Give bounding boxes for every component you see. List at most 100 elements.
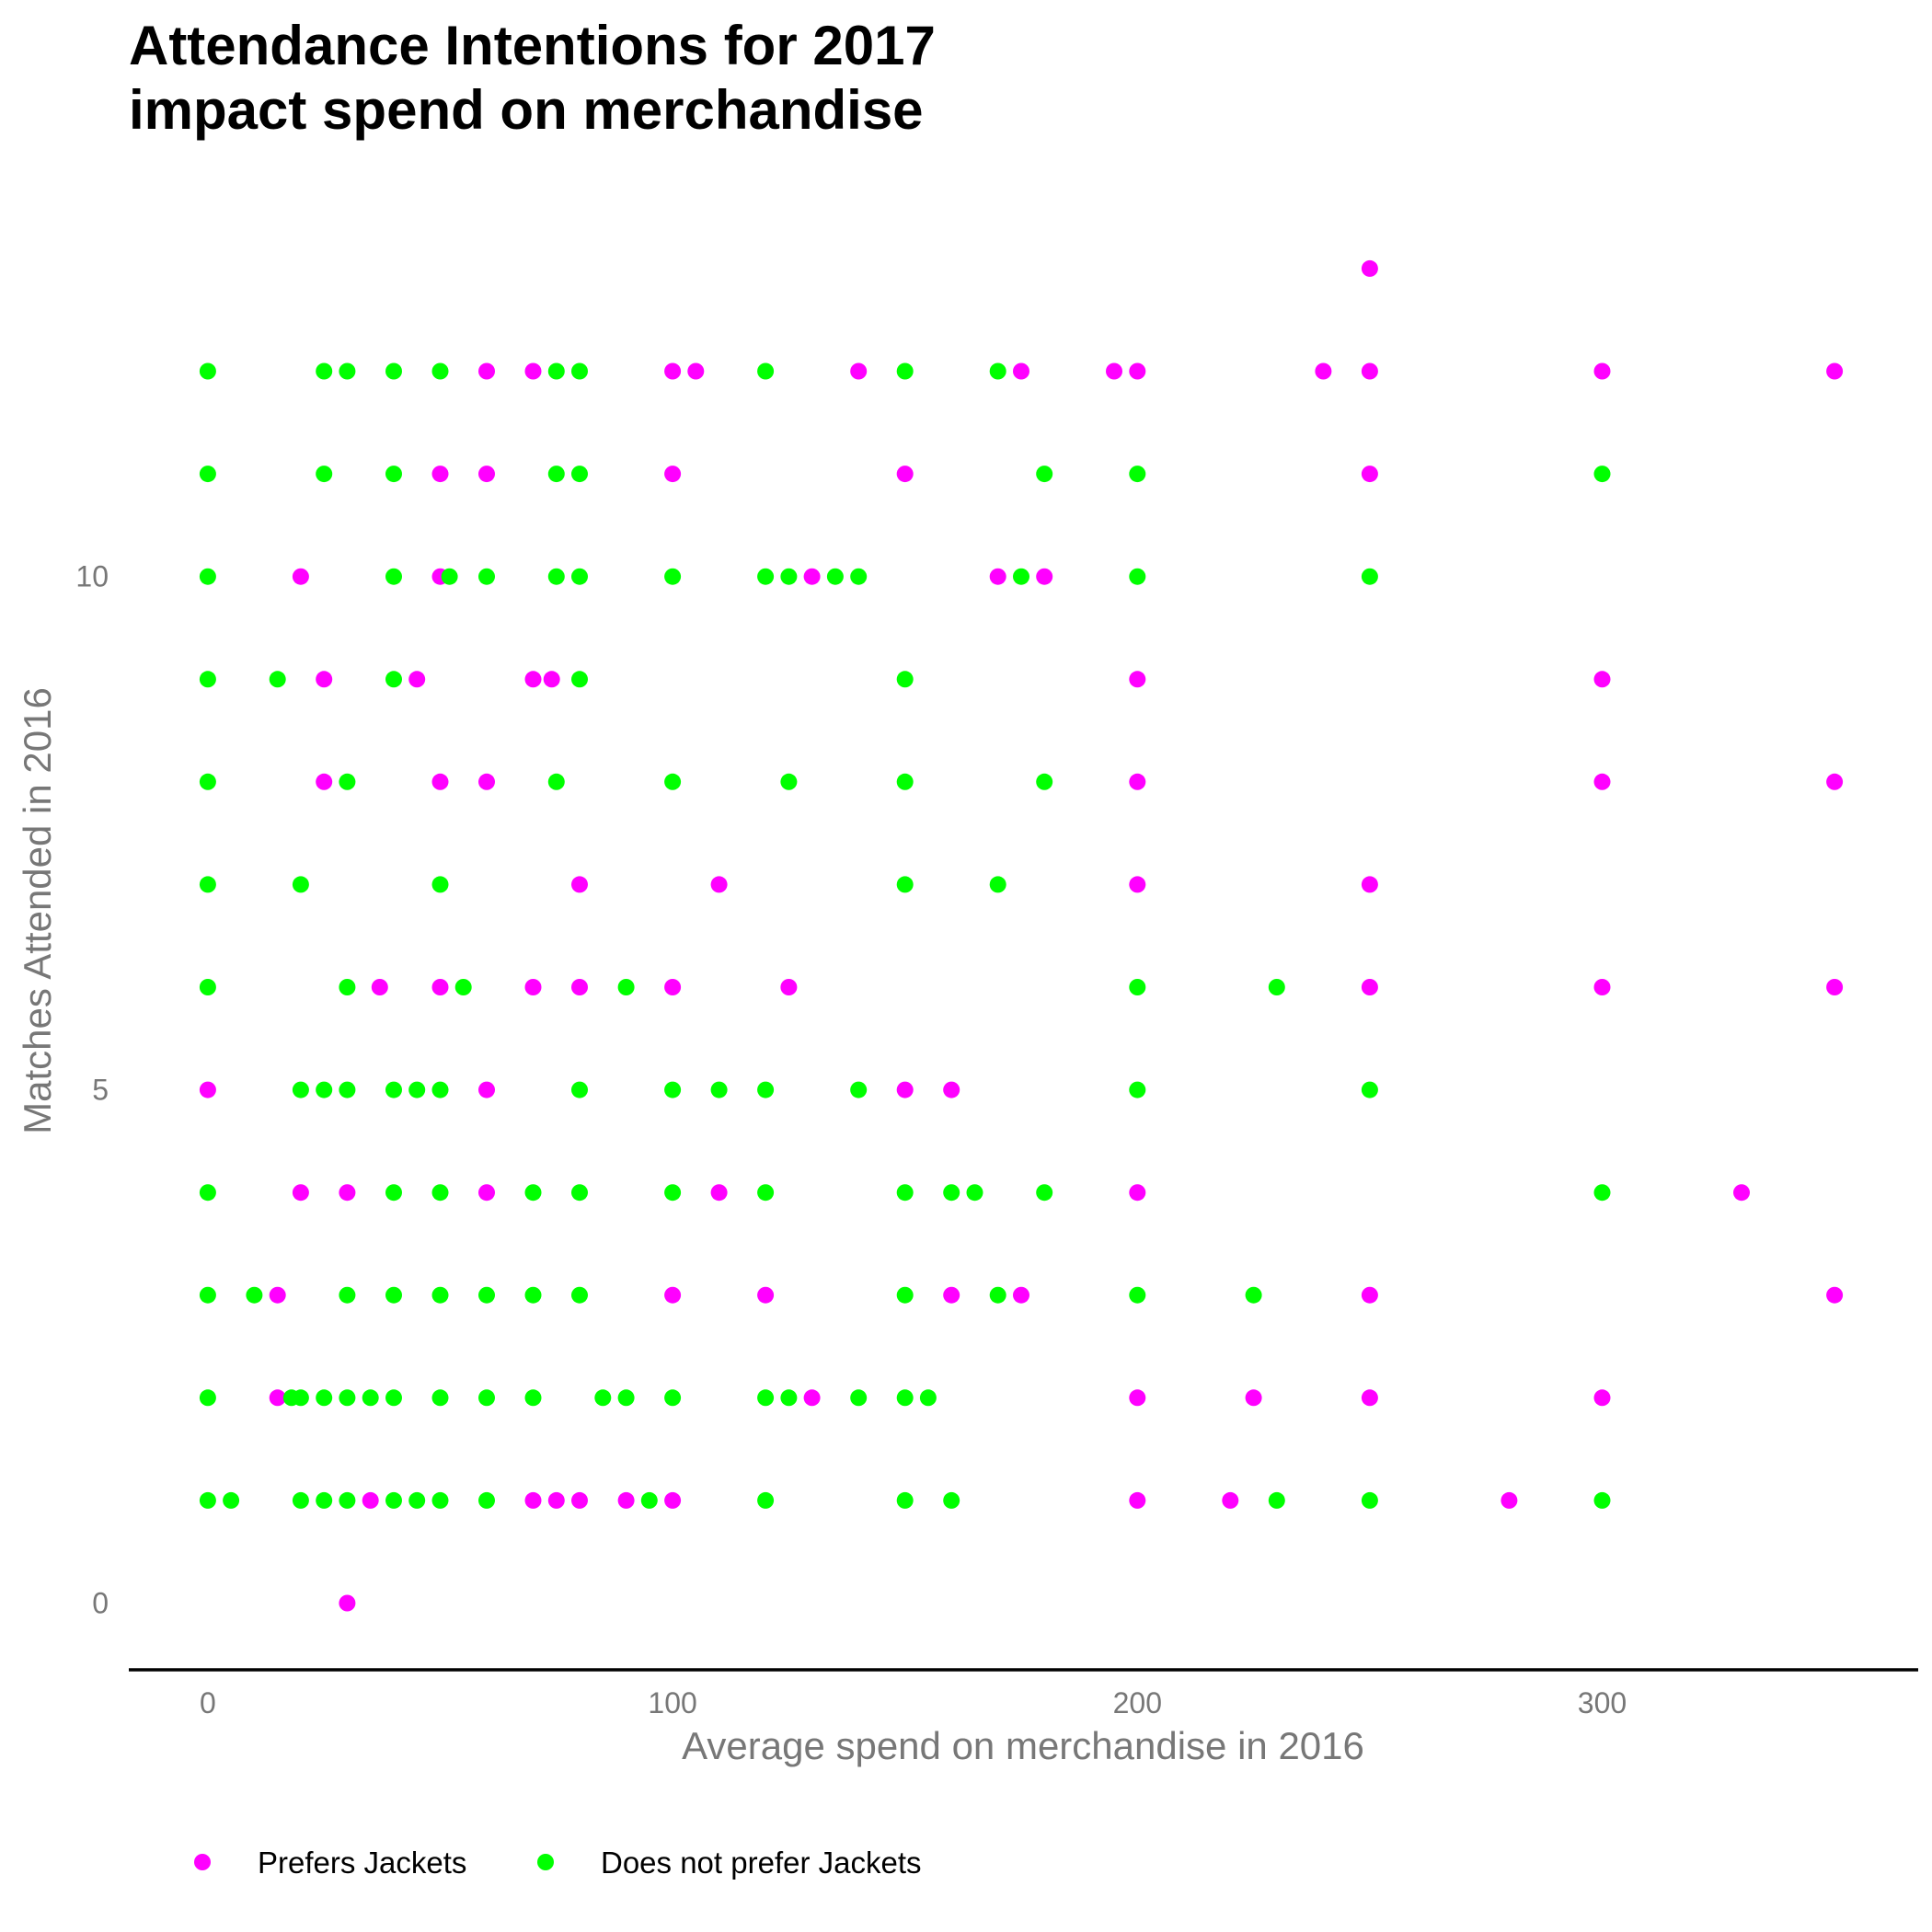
data-point	[292, 1184, 309, 1202]
data-point	[594, 1389, 612, 1407]
data-point	[757, 1491, 775, 1509]
data-point	[896, 1491, 914, 1509]
data-point	[571, 1286, 588, 1304]
data-point	[408, 1081, 426, 1098]
data-point	[1593, 671, 1611, 688]
data-point	[989, 362, 1006, 380]
data-point	[664, 466, 682, 483]
data-point	[571, 568, 588, 585]
data-point	[316, 466, 333, 483]
y-axis-ticks: 0 5 10	[75, 560, 109, 1620]
data-point	[664, 773, 682, 790]
data-point	[316, 362, 333, 380]
data-point	[1129, 1491, 1146, 1509]
data-point	[1361, 466, 1378, 483]
data-point	[664, 1184, 682, 1202]
data-point	[385, 1491, 402, 1509]
y-tick-label: 0	[92, 1587, 109, 1620]
data-point	[199, 568, 216, 585]
data-point	[640, 1491, 658, 1509]
data-point	[199, 1081, 216, 1098]
data-point	[1593, 1184, 1611, 1202]
data-point	[524, 1286, 542, 1304]
data-point	[478, 1081, 495, 1098]
data-point	[757, 362, 775, 380]
data-point	[543, 671, 560, 688]
data-point	[1501, 1491, 1518, 1509]
data-point	[1593, 1389, 1611, 1407]
data-point	[664, 362, 682, 380]
data-point	[547, 568, 565, 585]
data-point	[1593, 466, 1611, 483]
data-point	[269, 1389, 286, 1407]
data-point	[1361, 362, 1378, 380]
data-point	[478, 1184, 495, 1202]
data-point	[757, 1184, 775, 1202]
data-point	[664, 1286, 682, 1304]
data-point	[408, 671, 426, 688]
data-point	[617, 979, 635, 995]
data-point	[989, 1286, 1006, 1304]
data-point	[199, 1184, 216, 1202]
data-point	[664, 979, 682, 995]
data-point	[1245, 1286, 1262, 1304]
data-point	[1361, 1491, 1378, 1509]
data-point	[1036, 466, 1053, 483]
data-point	[524, 1491, 542, 1509]
x-tick-label: 300	[1578, 1686, 1627, 1719]
data-point	[1593, 1491, 1611, 1509]
data-point	[547, 1491, 565, 1509]
data-point	[710, 876, 728, 893]
data-point	[199, 979, 216, 995]
data-point	[1129, 362, 1146, 380]
data-point	[478, 773, 495, 790]
data-point	[1129, 1389, 1146, 1407]
data-point	[385, 1286, 402, 1304]
data-point	[339, 362, 356, 380]
data-point	[478, 466, 495, 483]
data-point	[316, 1491, 333, 1509]
data-point	[524, 671, 542, 688]
data-point	[199, 876, 216, 893]
data-point	[1129, 1081, 1146, 1098]
data-point	[478, 1286, 495, 1304]
data-point	[780, 568, 798, 585]
data-point	[385, 466, 402, 483]
data-point	[571, 1491, 588, 1509]
x-tick-label: 200	[1113, 1686, 1162, 1719]
chart-title-line: Attendance Intentions for 2017	[129, 15, 936, 76]
data-point	[431, 466, 449, 483]
data-points	[199, 259, 1844, 1612]
data-point	[943, 1286, 960, 1304]
data-point	[896, 1286, 914, 1304]
data-point	[199, 1389, 216, 1407]
data-point	[757, 1081, 775, 1098]
data-point	[1245, 1389, 1262, 1407]
data-point	[199, 773, 216, 790]
x-tick-label: 0	[200, 1686, 216, 1719]
data-point	[547, 362, 565, 380]
data-point	[850, 362, 868, 380]
data-point	[966, 1184, 983, 1202]
data-point	[757, 1286, 775, 1304]
x-tick-label: 100	[648, 1686, 696, 1719]
data-point	[1036, 568, 1053, 585]
data-point	[664, 1081, 682, 1098]
data-point	[1129, 671, 1146, 688]
data-point	[571, 1184, 588, 1202]
data-point	[339, 1594, 356, 1612]
data-point	[1129, 1286, 1146, 1304]
data-point	[687, 362, 705, 380]
data-point	[362, 1491, 379, 1509]
data-point	[478, 1491, 495, 1509]
data-point	[896, 773, 914, 790]
data-point	[1036, 1184, 1053, 1202]
data-point	[571, 671, 588, 688]
data-point	[1733, 1184, 1750, 1202]
data-point	[1129, 979, 1146, 995]
data-point	[919, 1389, 937, 1407]
data-point	[757, 1389, 775, 1407]
data-point	[896, 362, 914, 380]
data-point	[1036, 773, 1053, 790]
data-point	[524, 1184, 542, 1202]
